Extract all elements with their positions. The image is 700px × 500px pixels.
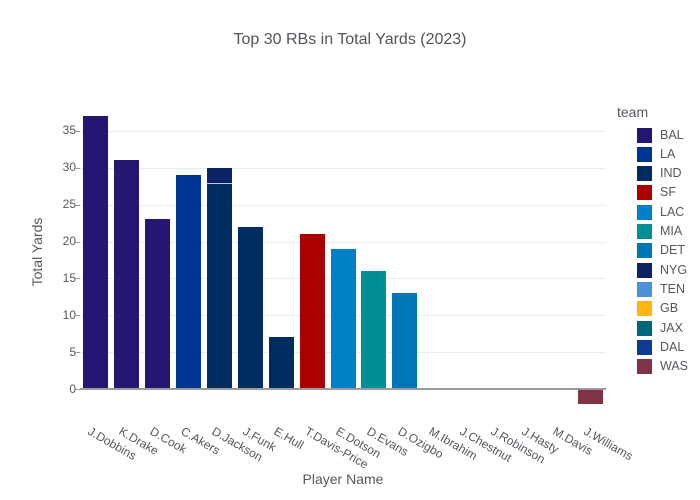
legend-swatch-icon [637,127,652,143]
legend-swatch-icon [637,243,652,259]
legend-item-MIA[interactable]: MIA [610,222,698,241]
bar-segment-IND[interactable] [206,182,232,389]
bar-segment-SF[interactable] [299,234,325,389]
y-tick-mark [75,389,80,390]
y-tick-label: 30 [62,160,76,175]
y-tick-label: 25 [62,197,76,212]
legend-label: BAL [660,127,684,142]
bar-segment-MIA[interactable] [361,271,387,389]
legend-swatch-icon [637,320,652,336]
x-axis-title: Player Name [302,471,384,487]
legend-item-DET[interactable]: DET [610,241,698,260]
legend-item-NYG[interactable]: NYG [610,261,698,280]
bar-segment-BAL[interactable] [144,219,170,389]
legend-item-GB[interactable]: GB [610,299,698,318]
legend-swatch-icon [637,185,652,201]
legend-item-IND[interactable]: IND [610,164,698,183]
legend-label: GB [660,301,679,316]
legend-swatch-icon [637,359,652,375]
y-tick-label: 5 [69,344,76,359]
legend-swatch-icon [637,224,652,239]
gridline [80,241,606,243]
legend-swatch-icon [637,262,652,278]
bar-segment-NYG[interactable] [206,167,232,183]
legend-label: WAS [660,359,689,374]
chart-title: Top 30 RBs in Total Yards (2023) [233,31,467,48]
y-tick-mark [75,167,80,169]
legend-item-JAX[interactable]: JAX [610,319,698,338]
bar-segment-IND[interactable] [268,337,294,389]
gridline [80,130,606,132]
legend-title: team [617,104,649,120]
bar-segment-DET[interactable] [392,293,418,389]
legend-label: DET [660,243,685,258]
legend-item-BAL[interactable]: BAL [610,126,698,145]
y-tick-label: 35 [62,123,76,138]
legend-label: LAC [660,204,685,219]
legend-label: DAL [660,339,685,354]
legend-swatch-icon [637,301,652,317]
legend-item-SF[interactable]: SF [610,183,698,202]
bar-segment-LAC[interactable] [330,248,356,389]
y-tick-mark [75,241,80,243]
legend-swatch-icon [637,204,652,220]
legend-label: MIA [660,224,683,238]
legend-label: LA [660,146,676,161]
x-axis-line [80,388,606,390]
y-tick-mark [75,315,80,317]
legend-swatch-icon [637,339,652,355]
y-tick-mark [75,204,80,206]
y-tick-mark [75,278,80,280]
gridline [80,167,606,169]
legend-item-DAL[interactable]: DAL [610,338,698,357]
legend-item-LA[interactable]: LA [610,145,698,164]
y-tick-label: 0 [69,381,76,396]
bar-segment-LA[interactable] [175,175,201,389]
legend-swatch-icon [637,166,652,182]
y-tick-mark [75,352,80,354]
gridline [80,204,606,206]
legend-swatch-icon [637,146,652,162]
stack-divider [206,182,232,184]
legend-label: IND [660,166,682,181]
legend-item-WAS[interactable]: WAS [610,357,698,376]
bar-segment-BAL[interactable] [82,116,108,389]
bar-segment-WAS[interactable] [578,389,604,404]
y-tick-mark [75,130,80,132]
y-tick-label: 10 [62,307,76,322]
y-tick-label: 15 [62,270,76,285]
legend-swatch-icon [637,281,652,297]
legend-label: JAX [660,320,683,335]
x-tick-label: E.Hull [271,424,307,453]
bar-segment-BAL[interactable] [113,160,139,389]
legend-item-LAC[interactable]: LAC [610,203,698,222]
legend-label: TEN [660,281,685,296]
legend-label: NYG [660,262,688,277]
legend-item-TEN[interactable]: TEN [610,280,698,299]
y-tick-label: 20 [62,234,76,249]
bar-segment-IND[interactable] [237,226,263,389]
legend-label: SF [660,185,676,200]
